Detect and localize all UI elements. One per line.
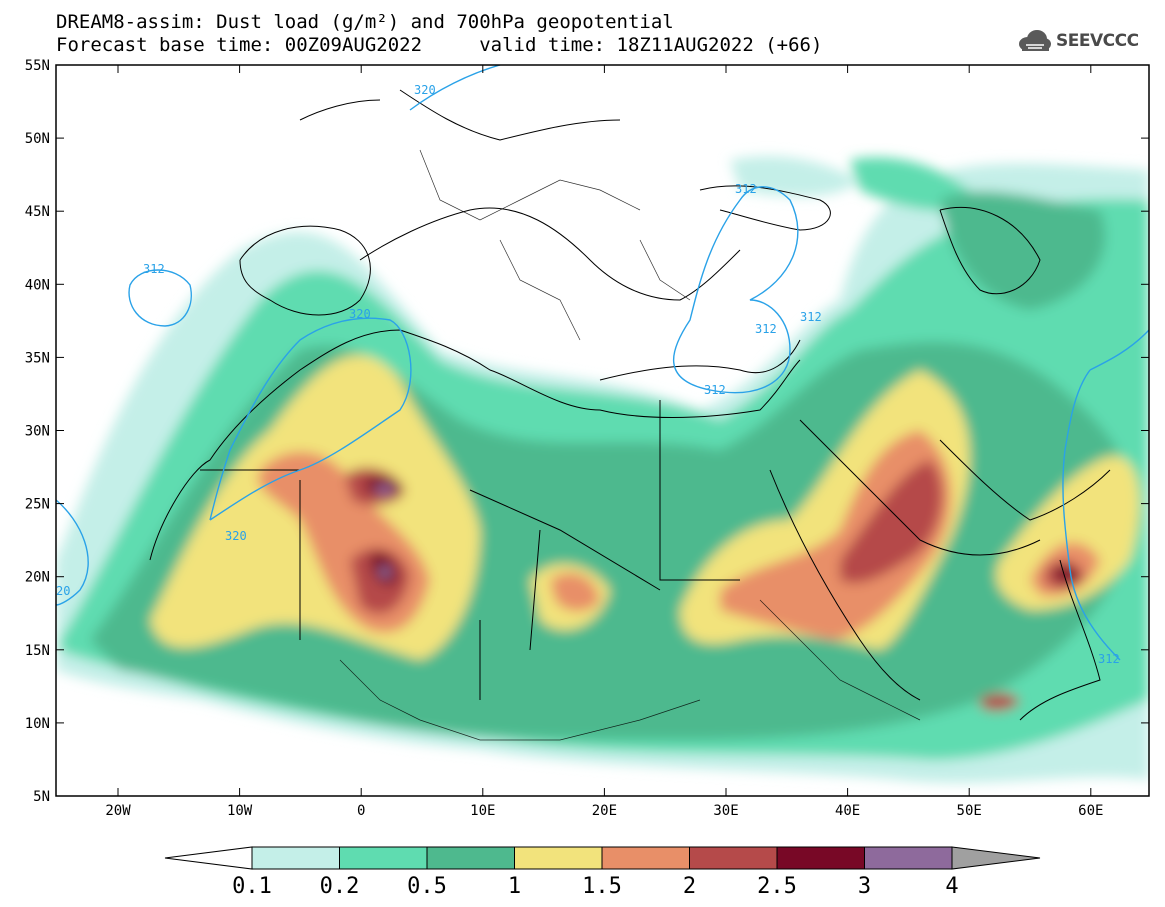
lon-label: 60E xyxy=(1078,803,1103,819)
colorbar-tick-label: 0.5 xyxy=(407,874,447,899)
svg-text:312: 312 xyxy=(755,322,777,336)
lon-label: 0 xyxy=(357,803,365,819)
lat-label: 15N xyxy=(25,643,50,659)
svg-text:320: 320 xyxy=(414,83,436,97)
colorbar-tick-label: 0.2 xyxy=(320,874,360,899)
lat-label: 20N xyxy=(25,570,50,586)
svg-text:20: 20 xyxy=(56,584,70,598)
dust-field: 320 312 312 312 312 312 320 320 312 20 xyxy=(56,65,1149,796)
lat-label: 30N xyxy=(25,424,50,440)
lon-label: 20W xyxy=(105,803,131,819)
svg-text:320: 320 xyxy=(225,529,247,543)
colorbar-box xyxy=(601,846,690,870)
lat-label: 50N xyxy=(25,131,50,147)
lat-label: 5N xyxy=(33,789,50,805)
longitude-axis: 20W 10W 0 10E 20E 30E 40E 50E 60E xyxy=(105,65,1103,819)
lon-label: 50E xyxy=(957,803,982,819)
lon-label: 40E xyxy=(835,803,860,819)
map-title: DREAM8-assim: Dust load (g/m²) and 700hP… xyxy=(56,11,674,33)
lat-label: 40N xyxy=(25,277,50,293)
coastlines xyxy=(149,89,1111,721)
colorbar-over-arrow xyxy=(951,846,1041,870)
lon-label: 10E xyxy=(470,803,495,819)
forecast-time-subtitle: Forecast base time: 00Z09AUG2022 valid t… xyxy=(56,34,823,56)
colorbar-box xyxy=(689,846,778,870)
lat-label: 35N xyxy=(25,350,50,366)
colorbar-box xyxy=(776,846,865,870)
lon-label: 30E xyxy=(713,803,738,819)
geopotential-contours xyxy=(56,65,1149,661)
svg-text:312: 312 xyxy=(800,310,822,324)
svg-text:320: 320 xyxy=(349,307,371,321)
lat-label: 10N xyxy=(25,716,50,732)
colorbar-under-arrow xyxy=(164,846,253,870)
colorbar-tick-label: 2.5 xyxy=(757,874,797,899)
colorbar-box xyxy=(426,846,515,870)
svg-text:312: 312 xyxy=(1098,652,1120,666)
svg-text:312: 312 xyxy=(735,182,757,196)
colorbar-tick-label: 1.5 xyxy=(582,874,622,899)
colorbar-box xyxy=(514,846,603,870)
lat-label: 25N xyxy=(25,497,50,513)
colorbar-box xyxy=(864,846,953,870)
lat-label: 55N xyxy=(25,58,50,74)
seevccc-logo: SEEVCCC xyxy=(1018,26,1139,56)
lon-label: 20E xyxy=(592,803,617,819)
colorbar-box xyxy=(339,846,428,870)
latitude-axis: 55N 50N 45N 40N 35N 30N 25N 20N 15N 10N 5N xyxy=(25,58,1149,805)
colorbar-tick-label: 0.1 xyxy=(232,874,272,899)
lat-label: 45N xyxy=(25,204,50,220)
colorbar-tick-label: 3 xyxy=(858,874,871,899)
logo-text: SEEVCCC xyxy=(1056,31,1139,51)
colorbar-tick-label: 1 xyxy=(508,874,521,899)
colorbar-tick-label: 4 xyxy=(945,874,958,899)
cloud-icon xyxy=(1019,30,1051,51)
colorbar-box xyxy=(251,846,340,870)
lon-label: 10W xyxy=(227,803,253,819)
contour-labels: 320 312 312 312 312 312 320 320 312 20 xyxy=(56,83,1120,666)
colorbar: 0.1 0.2 0.5 1 1.5 2 2.5 3 4 xyxy=(164,846,1041,899)
svg-text:312: 312 xyxy=(704,383,726,397)
svg-text:312: 312 xyxy=(143,262,165,276)
colorbar-tick-label: 2 xyxy=(683,874,696,899)
